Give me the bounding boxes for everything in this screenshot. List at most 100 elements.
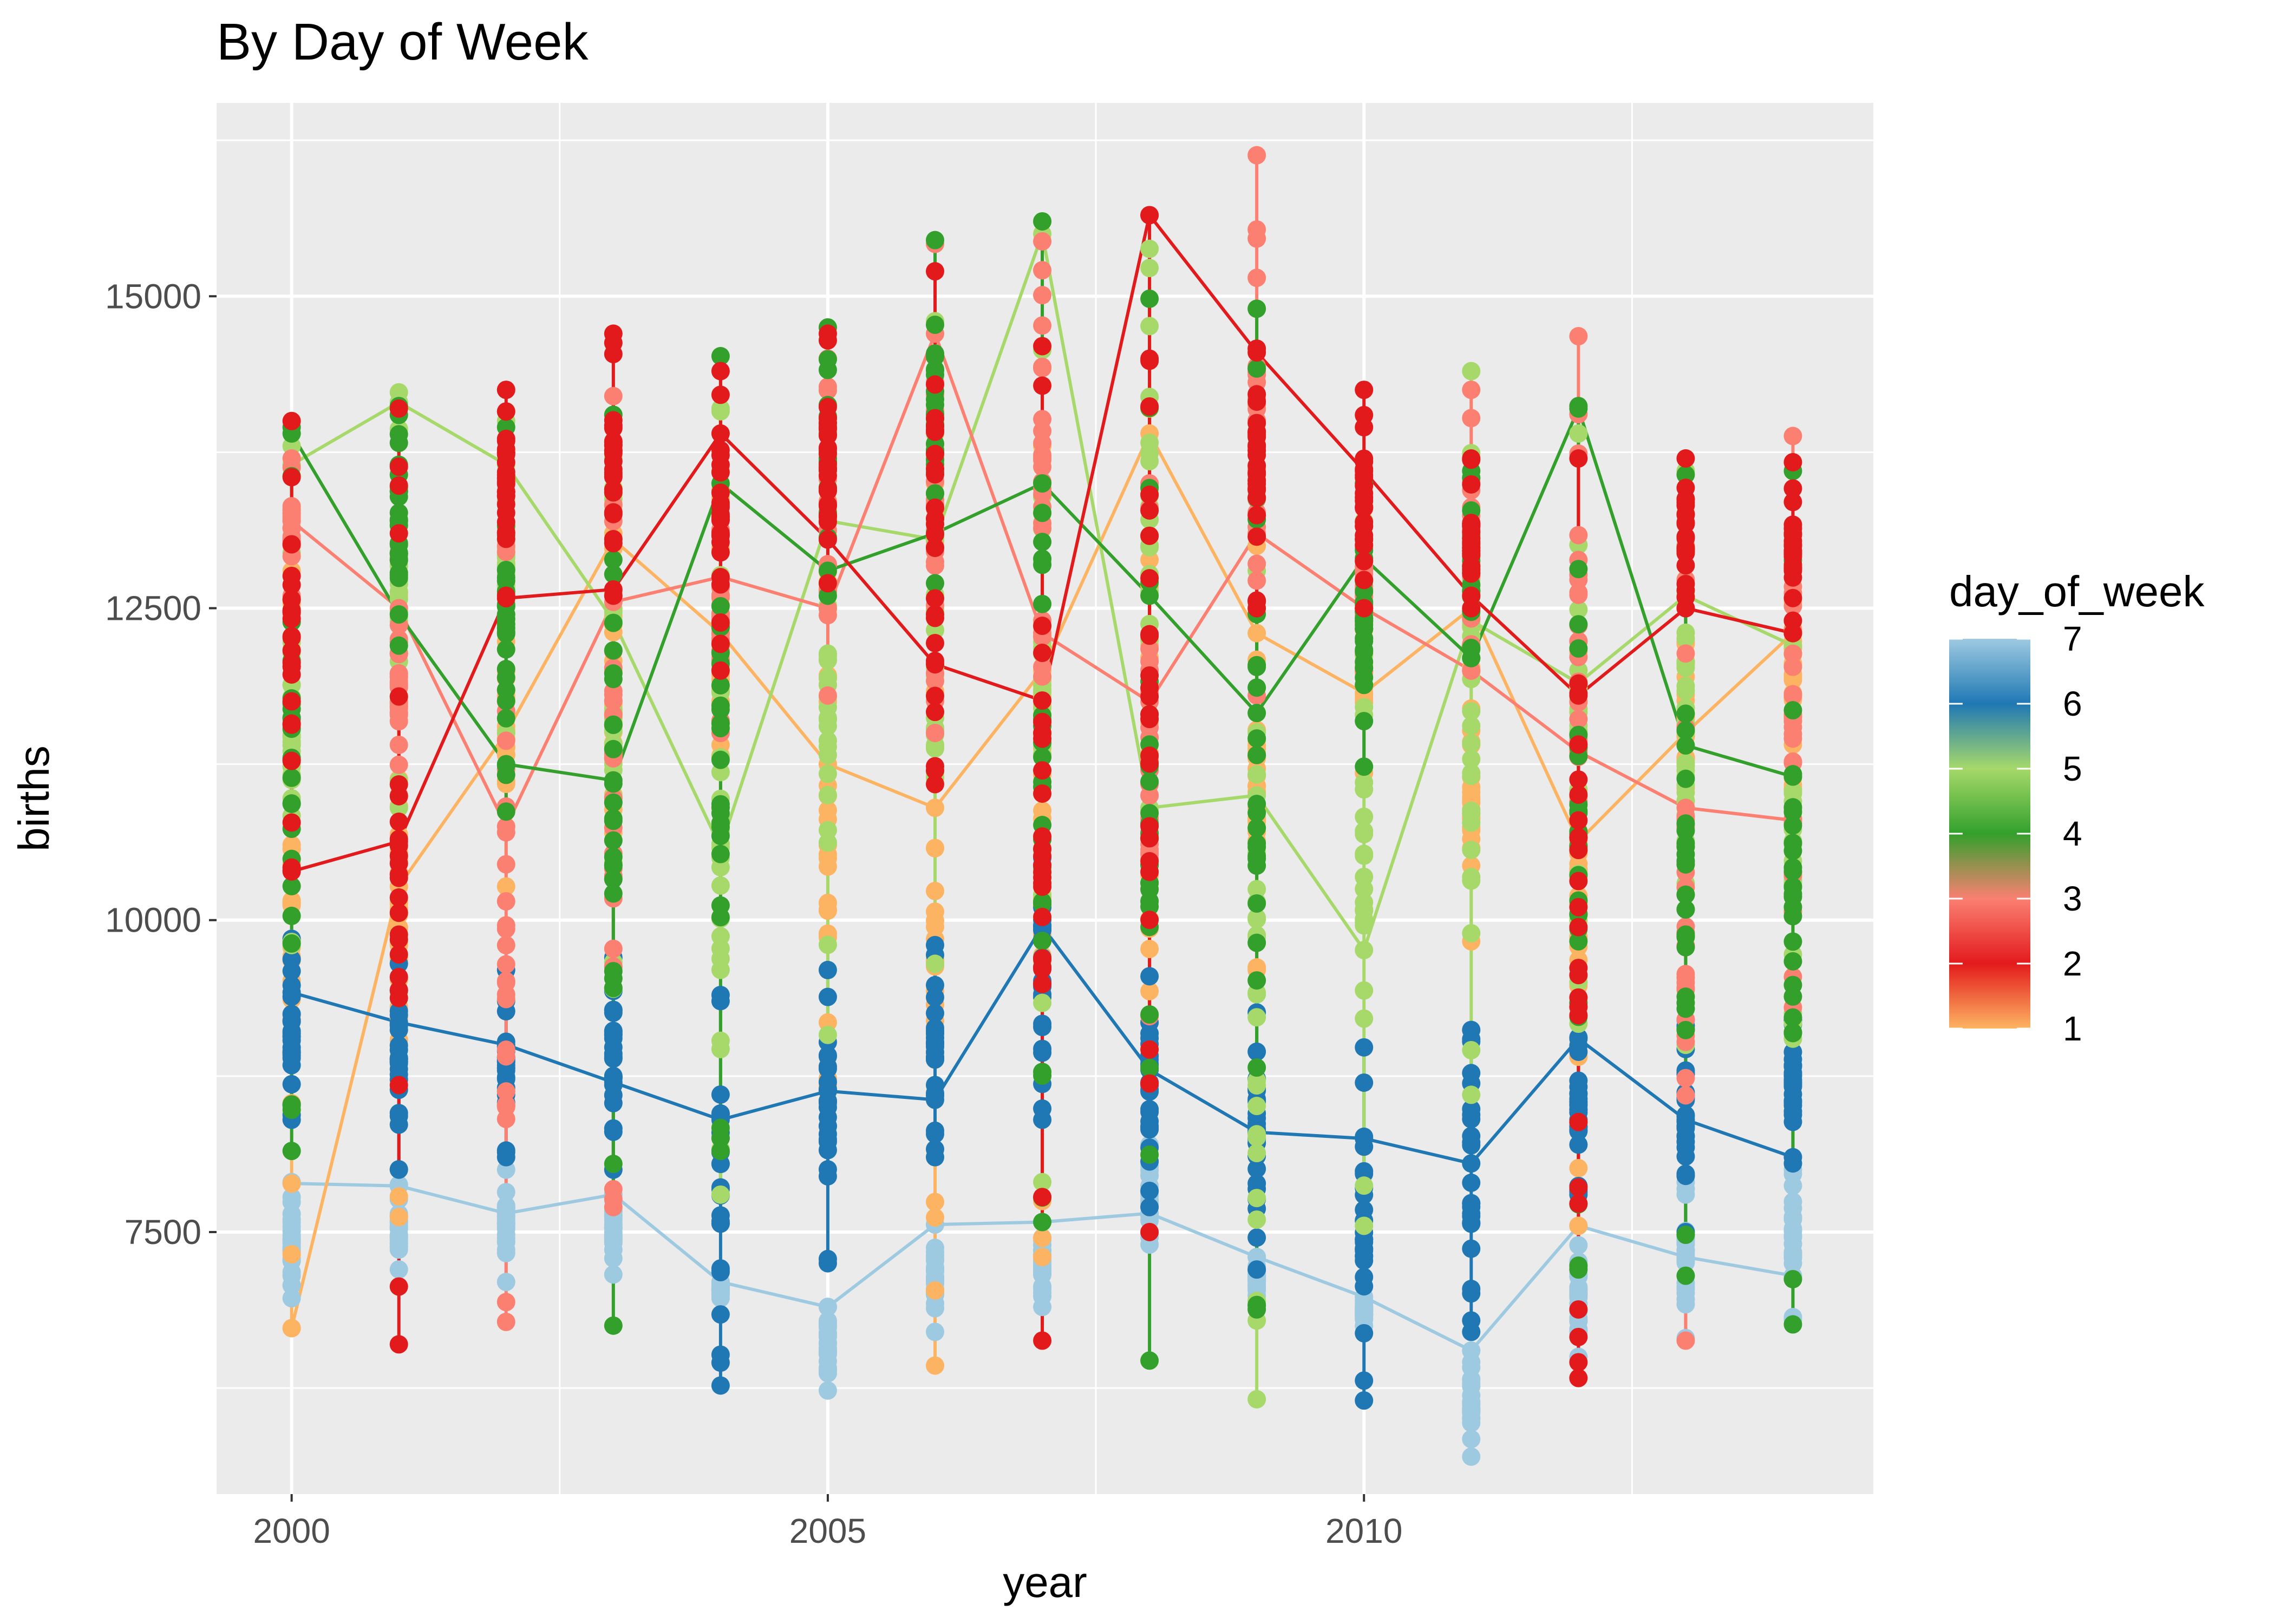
data-point (818, 745, 837, 764)
data-point (1140, 639, 1159, 658)
data-point (1355, 844, 1374, 863)
data-point (282, 628, 301, 647)
data-point (1783, 1008, 1802, 1027)
data-point (1033, 337, 1052, 356)
data-point (711, 1154, 730, 1173)
data-point (1355, 571, 1374, 590)
data-point (1355, 1176, 1374, 1195)
data-point (925, 509, 944, 528)
data-point (1247, 554, 1266, 573)
data-point (1033, 907, 1052, 926)
data-point (496, 1197, 515, 1216)
data-point (1247, 1008, 1266, 1027)
data-point (1033, 261, 1052, 280)
legend-label: 6 (2063, 684, 2082, 723)
data-point (1033, 286, 1052, 305)
y-axis-ticks: 7500 10000 12500 15000 (105, 277, 217, 1252)
data-point (1462, 734, 1481, 753)
data-point (1247, 474, 1266, 493)
data-point (389, 775, 408, 794)
data-point (1462, 1353, 1481, 1372)
data-point (1355, 381, 1374, 400)
data-point (711, 1129, 730, 1148)
data-point (496, 1240, 515, 1259)
data-point (1569, 1071, 1588, 1090)
data-point (1033, 729, 1052, 748)
data-point (925, 1121, 944, 1140)
data-point (1676, 449, 1695, 468)
y-tick-label: 7500 (125, 1213, 201, 1252)
data-point (389, 1115, 408, 1134)
data-point (282, 751, 301, 770)
data-point (818, 650, 837, 669)
data-point (711, 424, 730, 443)
data-point (1569, 735, 1588, 754)
data-point (496, 1040, 515, 1059)
data-point (711, 597, 730, 615)
data-point (925, 881, 944, 900)
data-point (1569, 811, 1588, 830)
data-point (1462, 381, 1481, 400)
data-point (1676, 539, 1695, 558)
data-point (1783, 1023, 1802, 1042)
data-point (711, 362, 730, 381)
data-point (1247, 1058, 1266, 1077)
data-point (1140, 1222, 1159, 1241)
data-point (1676, 465, 1695, 484)
data-point (1033, 594, 1052, 613)
data-point (389, 524, 408, 543)
data-point (1247, 299, 1266, 318)
data-point (1676, 1266, 1695, 1285)
data-point (1462, 450, 1481, 469)
data-point (1033, 847, 1052, 866)
data-point (1247, 506, 1266, 525)
data-point (1033, 359, 1052, 378)
data-point (1355, 910, 1374, 929)
data-point (1033, 448, 1052, 467)
data-point (1355, 1073, 1374, 1092)
data-point (1033, 503, 1052, 522)
data-point (1783, 1248, 1802, 1267)
data-point (1676, 1331, 1695, 1350)
data-point (1140, 892, 1159, 911)
data-point (1355, 1216, 1374, 1235)
data-point (1569, 1256, 1588, 1275)
x-axis-ticks: 2000 2005 2010 (253, 1494, 1402, 1550)
data-point (1569, 1236, 1588, 1255)
data-point (1462, 767, 1481, 785)
data-point (925, 1140, 944, 1158)
data-point (496, 955, 515, 974)
data-point (282, 813, 301, 832)
data-point (711, 1305, 730, 1324)
data-point (496, 892, 515, 911)
data-point (1033, 1213, 1052, 1232)
data-point (1462, 716, 1481, 735)
data-point (1033, 894, 1052, 913)
data-point (1676, 581, 1695, 600)
data-point (604, 333, 623, 352)
data-point (1783, 541, 1802, 560)
data-point (496, 469, 515, 488)
data-point (389, 813, 408, 831)
data-point (925, 1322, 944, 1341)
data-point (925, 723, 944, 742)
data-point (711, 1085, 730, 1104)
data-point (818, 377, 837, 396)
data-point (1569, 1368, 1588, 1387)
data-point (925, 552, 944, 571)
data-point (1033, 232, 1052, 251)
data-point (1783, 1269, 1802, 1288)
data-point (1140, 586, 1159, 605)
data-point (1783, 1192, 1802, 1211)
data-point (496, 640, 515, 659)
data-point (389, 1277, 408, 1296)
data-point (818, 1025, 837, 1044)
data-point (711, 575, 730, 594)
data-point (1783, 701, 1802, 720)
data-point (1676, 845, 1695, 864)
data-point (1033, 533, 1052, 552)
data-point (1462, 362, 1481, 381)
data-point (1462, 1311, 1481, 1330)
data-point (711, 1263, 730, 1282)
data-point (1247, 657, 1266, 676)
